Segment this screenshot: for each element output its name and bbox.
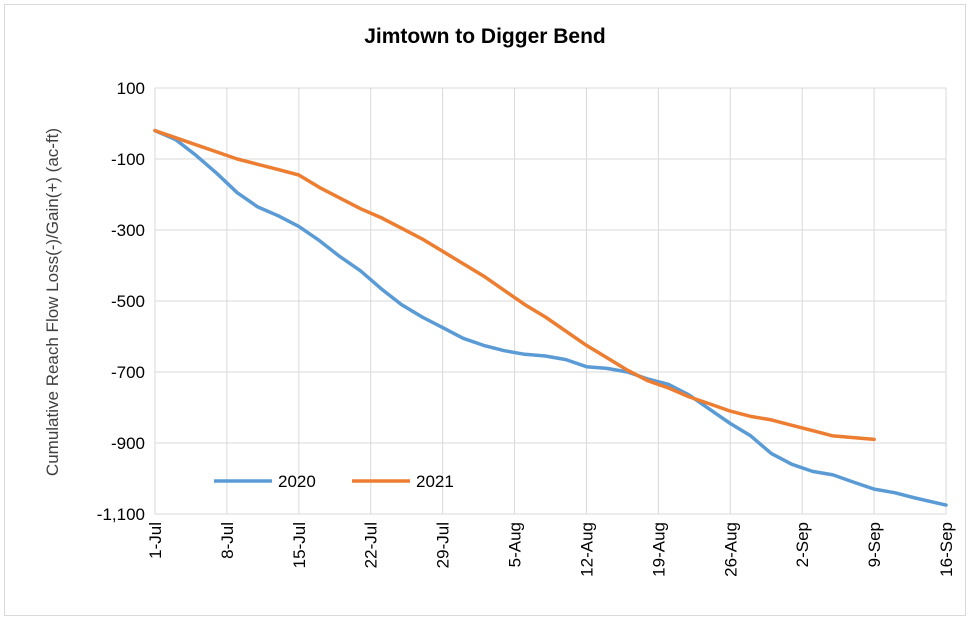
y-tick-label: 100: [117, 79, 145, 98]
y-tick-label: -700: [111, 363, 145, 382]
x-tick-label: 2-Sep: [793, 522, 812, 567]
series-line-2020: [153, 128, 948, 507]
y-axis-tick-labels: 100 -100 -300 -500 -700 -900 -1,100: [97, 79, 145, 524]
x-tick-label: 9-Sep: [865, 522, 884, 567]
y-tick-label: -100: [111, 150, 145, 169]
x-tick-label: 1-Jul: [146, 522, 165, 559]
x-tick-label: 15-Jul: [290, 522, 309, 568]
chart-title: Jimtown to Digger Bend: [364, 25, 606, 48]
x-tick-label: 22-Jul: [362, 522, 381, 568]
x-tick-label: 5-Aug: [506, 522, 525, 567]
y-tick-label: -500: [111, 292, 145, 311]
legend-label-2020: 2020: [278, 472, 316, 491]
x-tick-label: 19-Aug: [649, 522, 668, 577]
y-tick-label: -300: [111, 221, 145, 240]
legend-label-2021: 2021: [416, 472, 454, 491]
x-tick-label: 26-Aug: [721, 522, 740, 577]
gridlines: [154, 87, 947, 515]
y-axis-label: Cumulative Reach Flow Loss(-)/Gain(+) (a…: [43, 128, 62, 476]
x-axis-tick-labels: 1-Jul 8-Jul 15-Jul 22-Jul 29-Jul 5-Aug 12-Aug 1…: [146, 522, 956, 577]
x-tick-label: 29-Jul: [434, 522, 453, 568]
y-tick-label: -900: [111, 434, 145, 453]
legend: 2020 2021: [214, 472, 454, 491]
series-line-2021: [153, 128, 876, 442]
x-tick-label: 16-Sep: [937, 522, 956, 577]
x-tick-label: 12-Aug: [577, 522, 596, 577]
x-tick-label: 8-Jul: [218, 522, 237, 559]
series-lines: [153, 128, 948, 507]
y-tick-label: -1,100: [97, 505, 145, 524]
